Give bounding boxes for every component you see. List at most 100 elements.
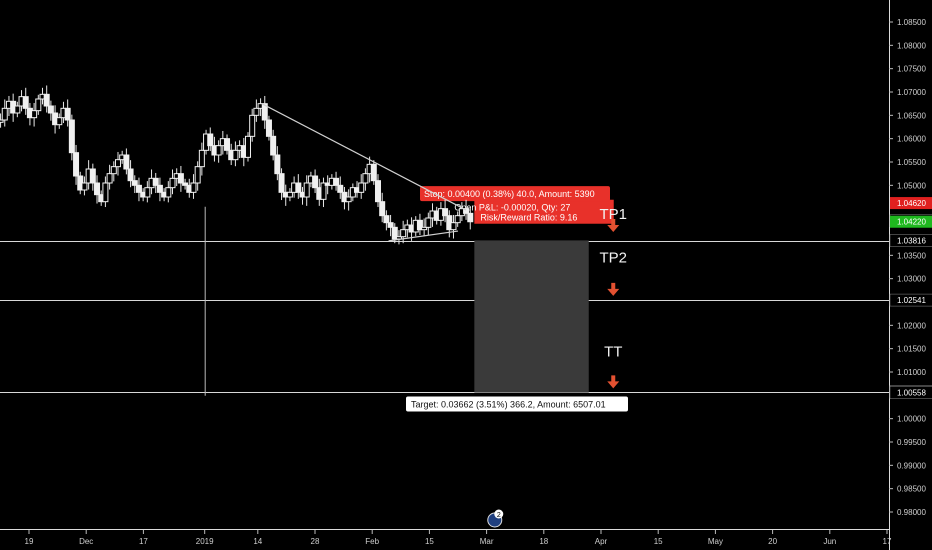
down-arrow-icon[interactable] [607,375,620,389]
candle [379,192,386,223]
candle-body [81,182,88,191]
candle-body [144,187,151,198]
price-tick-label: 1.01500 [897,345,926,354]
candle [131,175,138,194]
time-tick-label: 2019 [196,537,214,546]
price-tick-label: 1.07000 [897,88,926,97]
candle-body [295,182,302,193]
candle-body [391,226,398,240]
candle-body [244,135,251,158]
down-arrow-icon[interactable] [607,282,620,296]
candle-body [232,149,239,161]
candle-body [421,226,428,231]
price-tick-label: 1.06000 [897,135,926,144]
candle-body [35,98,42,112]
candle-body [110,166,117,175]
candle-body [169,177,176,189]
candle-body [56,117,63,126]
time-tick-label: 17 [139,537,148,546]
candle [400,220,407,244]
stop-zone[interactable] [474,199,614,224]
price-label: 1.04220 [897,218,926,227]
time-tick-label: 19 [25,537,34,546]
candle [416,213,423,236]
candle-body [43,93,50,107]
candle [253,99,260,122]
candle [312,169,319,194]
candle [73,144,80,185]
upper-trendline[interactable] [261,103,467,211]
candle-body [89,168,96,184]
price-tick-label: 1.01000 [897,368,926,377]
candle-body [249,114,256,137]
candle [383,210,390,231]
horizontal-lines[interactable] [0,206,889,396]
time-tick-label: 15 [654,537,663,546]
candle [14,101,21,118]
price-label-box [889,386,932,399]
price-tick-label: 0.98500 [897,485,926,494]
candle [387,214,394,237]
candle [467,207,474,230]
note-tp2[interactable]: TP2 [599,249,627,266]
candle [215,140,222,163]
target-zone[interactable] [474,240,589,393]
lower-trendline[interactable] [388,230,459,242]
candle-body [114,159,121,168]
trendlines[interactable] [261,103,467,242]
down-arrow-icon[interactable] [607,219,620,232]
candle [232,141,239,167]
open-pnl-label: Open P&L: -0.00020, Qty: 27 [454,203,570,213]
price-tick-label: 1.03500 [897,251,926,260]
candle-body [94,182,101,196]
candle [450,214,457,239]
candle [152,172,159,194]
candle [182,178,189,190]
candle [102,176,109,208]
candle-body [1,107,8,121]
candle [278,168,285,201]
annotations[interactable]: TP1 TP2 TT [599,206,627,389]
candle [144,181,151,203]
price-label: 1.00558 [897,389,926,398]
price-tick-label: 1.00000 [897,415,926,424]
candle [47,100,54,121]
candle-body [374,180,381,203]
target-label: Target: 0.03662 (3.51%) 366.2, Amount: 6… [411,400,606,410]
candle [127,160,134,188]
price-tick-label: 1.05500 [897,158,926,167]
candle-body [320,182,327,200]
candle-body [131,180,138,186]
candle [333,171,340,191]
note-tt[interactable]: TT [604,344,622,361]
short-position-tool[interactable]: Stop: 0.00400 (0.38%) 40.0, Amount: 5390… [406,186,628,412]
time-tick-label: Dec [79,537,93,546]
candle-body [106,173,113,184]
price-label-box [889,293,932,307]
time-tick-label: 28 [311,537,320,546]
time-axis[interactable]: 19 Dec 17 2019 14 28 Feb 15 Mar 18 Apr 15 May 20 Jun 17… [0,509,892,547]
candle [165,181,172,203]
price-label: 1.03816 [897,237,926,246]
candle-body [270,135,277,156]
candle [295,174,302,199]
event-badge[interactable]: 2 [487,509,504,528]
candle [374,174,381,208]
price-tick-label: 1.02000 [897,321,926,330]
price-tick-label: 0.99500 [897,438,926,447]
candle [89,163,96,191]
candle [261,95,268,129]
candle-body [47,105,54,114]
candle-body [261,103,268,121]
candle-body [177,173,184,184]
candle-body [165,187,172,198]
price-tick-label: 0.99000 [897,461,926,470]
price-axis[interactable]: 1.08500 1.08000 1.07500 1.07000 1.06500 1.060… [889,0,932,550]
note-tp1[interactable]: TP1 [599,206,627,223]
candle-body [0,119,4,123]
risk-reward-label: Risk/Reward Ratio: 9.16 [480,213,577,223]
time-tick-label: 14 [253,537,262,546]
candle-body [387,222,394,228]
